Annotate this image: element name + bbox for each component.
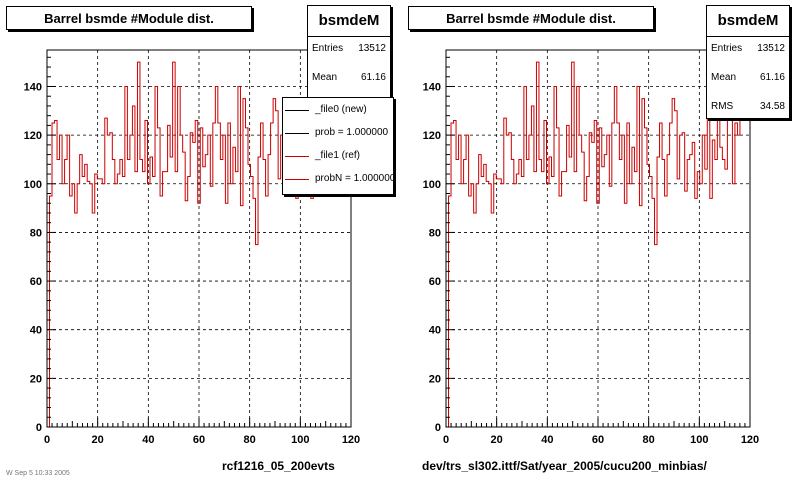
stats-value: 61.16 <box>360 72 386 83</box>
legend-box: _file0 (new) prob = 1.000000 _file1 (ref… <box>282 97 394 195</box>
x-tick-label: 40 <box>541 434 553 446</box>
legend-entry: probN = 1.000000 <box>283 169 393 191</box>
stats-row-mean: Mean 61.16 <box>312 72 386 83</box>
y-tick-label: 20 <box>30 373 42 385</box>
stats-value: 13512 <box>757 43 785 54</box>
y-tick-label: 0 <box>435 422 441 434</box>
x-tick-label: 20 <box>92 434 104 446</box>
stats-box-name: bsmdeM <box>707 6 789 37</box>
stats-box: bsmdeM Entries 13512 Mean 61.16 RMS 34.5… <box>706 5 790 119</box>
y-tick-label: 60 <box>429 276 441 288</box>
plot-title: Barrel bsmde #Module dist. <box>408 6 654 30</box>
x-tick-label: 60 <box>592 434 604 446</box>
plot-title: Barrel bsmde #Module dist. <box>6 6 252 30</box>
y-tick-label: 80 <box>429 227 441 239</box>
panel-left: 0 20 40 60 80 100 120 0 20 40 60 80 100 120 140 Barrel… <box>0 0 395 480</box>
stats-row-entries: Entries 13512 <box>312 43 386 54</box>
stats-label: Mean <box>711 72 737 83</box>
plot-title-text: Barrel bsmde #Module dist. <box>44 10 214 26</box>
x-tick-label: 0 <box>44 434 50 446</box>
x-tick-label: 100 <box>291 434 309 446</box>
file-caption: dev/trs_sl302.ittf/Sat/year_2005/cucu200… <box>422 459 707 473</box>
y-tick-label: 100 <box>24 179 42 191</box>
histogram-series <box>446 61 750 428</box>
x-tick-label: 60 <box>193 434 205 446</box>
y-tick-label: 80 <box>30 227 42 239</box>
legend-label: _file1 (ref) <box>315 150 361 161</box>
stats-row-entries: Entries 13512 <box>711 43 785 54</box>
legend-line-swatch <box>285 133 309 134</box>
y-tick-label: 40 <box>30 325 42 337</box>
legend-label: _file0 (new) <box>315 104 367 115</box>
legend-entry: prob = 1.000000 <box>283 123 393 145</box>
y-tick-label: 60 <box>30 276 42 288</box>
x-tick-label: 100 <box>690 434 708 446</box>
stats-box-name: bsmdeM <box>308 6 390 37</box>
legend-line-swatch <box>285 179 309 180</box>
x-tick-label: 40 <box>142 434 154 446</box>
plot-title-text: Barrel bsmde #Module dist. <box>446 10 616 26</box>
legend-label: prob = 1.000000 <box>315 127 389 138</box>
stats-value: 34.58 <box>759 101 785 112</box>
timestamp-footer: W Sep 5 10:33 2005 <box>6 470 70 477</box>
y-tick-label: 100 <box>423 179 441 191</box>
stats-value: 13512 <box>358 43 386 54</box>
stats-row-mean: Mean 61.16 <box>711 72 785 83</box>
y-tick-label: 120 <box>24 130 42 142</box>
histogram-step-line <box>446 61 750 428</box>
histogram-plot-right: 0 20 40 60 80 100 120 0 20 40 60 80 100 120 140 <box>423 49 759 446</box>
stats-label: Entries <box>711 43 743 54</box>
y-tick-label: 120 <box>423 130 441 142</box>
stats-value: 61.16 <box>759 72 785 83</box>
stats-row-rms: RMS 34.58 <box>711 101 785 112</box>
stats-label: Mean <box>312 72 338 83</box>
x-tick-label: 80 <box>244 434 256 446</box>
y-tick-label: 140 <box>24 81 42 93</box>
y-tick-label: 40 <box>429 325 441 337</box>
legend-label: probN = 1.000000 <box>315 173 394 184</box>
stats-label: Entries <box>312 43 344 54</box>
x-tick-label: 120 <box>342 434 360 446</box>
panel-right: 0 20 40 60 80 100 120 0 20 40 60 80 100 120 140 Barrel… <box>400 0 800 480</box>
y-tick-label: 140 <box>423 81 441 93</box>
stats-box: bsmdeM Entries 13512 Mean 61.16 <box>307 5 391 102</box>
legend-line-swatch <box>285 110 309 111</box>
legend-entry: _file0 (new) <box>283 100 393 122</box>
stats-label: RMS <box>711 101 734 112</box>
y-tick-label: 20 <box>429 373 441 385</box>
x-tick-label: 20 <box>491 434 503 446</box>
y-tick-label: 0 <box>36 422 42 434</box>
file-caption: rcf1216_05_200evts <box>222 459 335 473</box>
x-tick-label: 120 <box>741 434 759 446</box>
legend-entry: _file1 (ref) <box>283 146 393 168</box>
x-tick-label: 80 <box>643 434 655 446</box>
x-tick-label: 0 <box>443 434 449 446</box>
legend-line-swatch <box>285 156 309 157</box>
